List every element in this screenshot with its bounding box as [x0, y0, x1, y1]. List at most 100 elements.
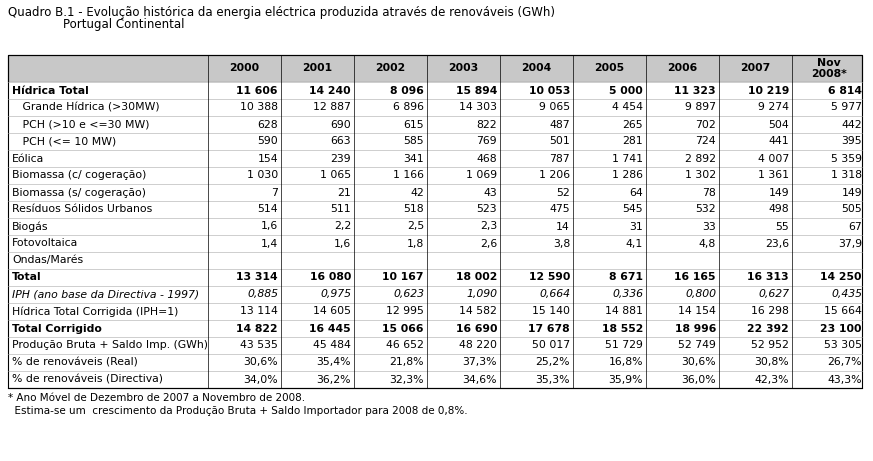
Text: 14 822: 14 822 [237, 324, 278, 333]
Text: 523: 523 [477, 205, 497, 214]
Text: 2004: 2004 [521, 64, 552, 73]
Text: 1 069: 1 069 [466, 171, 497, 181]
Text: 12 995: 12 995 [386, 307, 424, 317]
Text: 21: 21 [337, 188, 351, 197]
Text: 15 894: 15 894 [456, 85, 497, 95]
Text: 14 582: 14 582 [459, 307, 497, 317]
Text: 31: 31 [629, 221, 643, 231]
Bar [8, 269, 862, 286]
Text: Biomassa (s/ cogeração): Biomassa (s/ cogeração) [12, 188, 146, 197]
Text: 395: 395 [842, 136, 862, 147]
Text: PCH (<= 10 MW): PCH (<= 10 MW) [12, 136, 116, 147]
Text: 532: 532 [696, 205, 716, 214]
Bar [8, 99, 862, 116]
Text: 2,3: 2,3 [480, 221, 497, 231]
Text: 154: 154 [258, 154, 278, 164]
Text: 1 206: 1 206 [539, 171, 570, 181]
Text: 2 892: 2 892 [685, 154, 716, 164]
Text: 36,2%: 36,2% [317, 374, 351, 384]
Text: Hídrica Total: Hídrica Total [12, 85, 89, 95]
Text: 46 652: 46 652 [386, 341, 424, 350]
Text: 441: 441 [768, 136, 789, 147]
Text: 52 952: 52 952 [751, 341, 789, 350]
Text: 34,6%: 34,6% [463, 374, 497, 384]
Text: 265: 265 [622, 119, 643, 130]
Text: 4,1: 4,1 [626, 238, 643, 248]
Text: 7: 7 [272, 188, 278, 197]
Bar [8, 116, 862, 133]
Text: 514: 514 [258, 205, 278, 214]
Text: 14 154: 14 154 [678, 307, 716, 317]
Text: 55: 55 [775, 221, 789, 231]
Bar [8, 286, 862, 303]
Text: 53 305: 53 305 [824, 341, 862, 350]
Text: 6 814: 6 814 [828, 85, 862, 95]
Bar [8, 82, 862, 99]
Text: 2007: 2007 [740, 64, 771, 73]
Text: 30,6%: 30,6% [244, 357, 278, 367]
Text: Total Corrigido: Total Corrigido [12, 324, 102, 333]
Text: 6 896: 6 896 [393, 102, 424, 112]
Text: 51 729: 51 729 [605, 341, 643, 350]
Text: Hídrica Total Corrigida (IPH=1): Hídrica Total Corrigida (IPH=1) [12, 306, 178, 317]
Text: 52 749: 52 749 [678, 341, 716, 350]
Text: 149: 149 [768, 188, 789, 197]
Text: 14 303: 14 303 [459, 102, 497, 112]
Text: Grande Hídrica (>30MW): Grande Hídrica (>30MW) [12, 102, 160, 112]
Text: 0,885: 0,885 [247, 290, 278, 300]
Bar [8, 167, 862, 184]
Text: 475: 475 [549, 205, 570, 214]
Text: 25,2%: 25,2% [535, 357, 570, 367]
Text: 43,3%: 43,3% [828, 374, 862, 384]
Text: 37,9: 37,9 [838, 238, 862, 248]
Text: 23 100: 23 100 [821, 324, 862, 333]
Text: 1,4: 1,4 [261, 238, 278, 248]
Bar [8, 320, 862, 337]
Bar [8, 371, 862, 388]
Text: 0,975: 0,975 [320, 290, 351, 300]
Text: 16 080: 16 080 [310, 272, 351, 283]
Text: 1 741: 1 741 [612, 154, 643, 164]
Text: 16 165: 16 165 [675, 272, 716, 283]
Text: 42,3%: 42,3% [754, 374, 789, 384]
Text: 5 000: 5 000 [609, 85, 643, 95]
Text: 239: 239 [330, 154, 351, 164]
Text: 498: 498 [768, 205, 789, 214]
Text: 2003: 2003 [449, 64, 478, 73]
Text: 48 220: 48 220 [459, 341, 497, 350]
Text: 10 053: 10 053 [529, 85, 570, 95]
Text: 42: 42 [410, 188, 424, 197]
Text: Portugal Continental: Portugal Continental [63, 18, 184, 31]
Text: 8 671: 8 671 [609, 272, 643, 283]
Text: 13 114: 13 114 [240, 307, 278, 317]
Text: 15 066: 15 066 [382, 324, 424, 333]
Bar [8, 55, 862, 388]
Text: 43: 43 [484, 188, 497, 197]
Text: 545: 545 [622, 205, 643, 214]
Text: 1,6: 1,6 [333, 238, 351, 248]
Text: 43 535: 43 535 [240, 341, 278, 350]
Text: 22 392: 22 392 [747, 324, 789, 333]
Text: 628: 628 [258, 119, 278, 130]
Text: 149: 149 [842, 188, 862, 197]
Text: 769: 769 [477, 136, 497, 147]
Text: 2001: 2001 [302, 64, 333, 73]
Text: % de renováveis (Real): % de renováveis (Real) [12, 357, 138, 367]
Bar [8, 252, 862, 269]
Text: 501: 501 [549, 136, 570, 147]
Text: 4,8: 4,8 [698, 238, 716, 248]
Text: 45 484: 45 484 [313, 341, 351, 350]
Text: 13 314: 13 314 [237, 272, 278, 283]
Text: 281: 281 [622, 136, 643, 147]
Text: 32,3%: 32,3% [389, 374, 424, 384]
Text: 9 274: 9 274 [758, 102, 789, 112]
Text: 3,8: 3,8 [553, 238, 570, 248]
Text: 505: 505 [842, 205, 862, 214]
Text: 12 887: 12 887 [313, 102, 351, 112]
Text: Biomassa (c/ cogeração): Biomassa (c/ cogeração) [12, 171, 147, 181]
Text: 724: 724 [696, 136, 716, 147]
Text: 2006: 2006 [667, 64, 698, 73]
Text: 16,8%: 16,8% [608, 357, 643, 367]
Text: 14 881: 14 881 [605, 307, 643, 317]
Text: 5 977: 5 977 [831, 102, 862, 112]
